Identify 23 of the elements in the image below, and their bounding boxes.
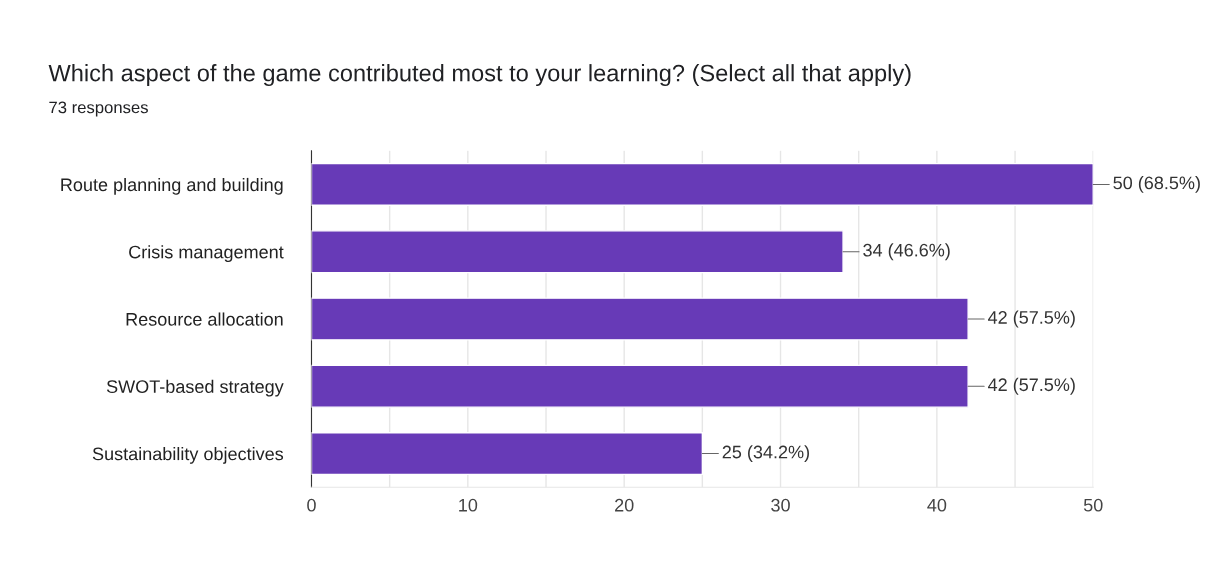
y-tick-label: Sustainability objectives bbox=[92, 447, 284, 464]
y-tick-label: SWOT-based strategy bbox=[106, 379, 284, 397]
x-tick-label: 20 bbox=[615, 498, 634, 512]
x-tick-label: 10 bbox=[459, 498, 478, 512]
chart-title: Which aspect of the game contributed most to your learning? (Select all that apply) bbox=[48, 64, 911, 87]
bar bbox=[311, 432, 704, 476]
data-label: 25 (34.2%) bbox=[722, 445, 809, 462]
y-tick-label: Route planning and building bbox=[61, 177, 283, 195]
y-tick-label: Resource allocation bbox=[126, 312, 283, 326]
data-label: 42 (57.5%) bbox=[988, 377, 1075, 395]
data-label: 34 (46.6%) bbox=[863, 243, 950, 261]
bar bbox=[311, 364, 969, 408]
text: 73 responses bbox=[49, 101, 148, 117]
x-tick-label: 50 bbox=[1083, 498, 1103, 512]
x-tick-label: 40 bbox=[927, 498, 947, 512]
x-tick-label: 0 bbox=[307, 498, 316, 512]
y-tick-label: Crisis management bbox=[129, 245, 284, 263]
bar bbox=[311, 230, 844, 274]
data-label: 50 (68.5%) bbox=[1113, 176, 1200, 193]
bar bbox=[311, 162, 1094, 206]
bar bbox=[311, 297, 969, 341]
x-tick-label: 30 bbox=[771, 498, 790, 512]
data-label: 42 (57.5%) bbox=[988, 310, 1075, 328]
